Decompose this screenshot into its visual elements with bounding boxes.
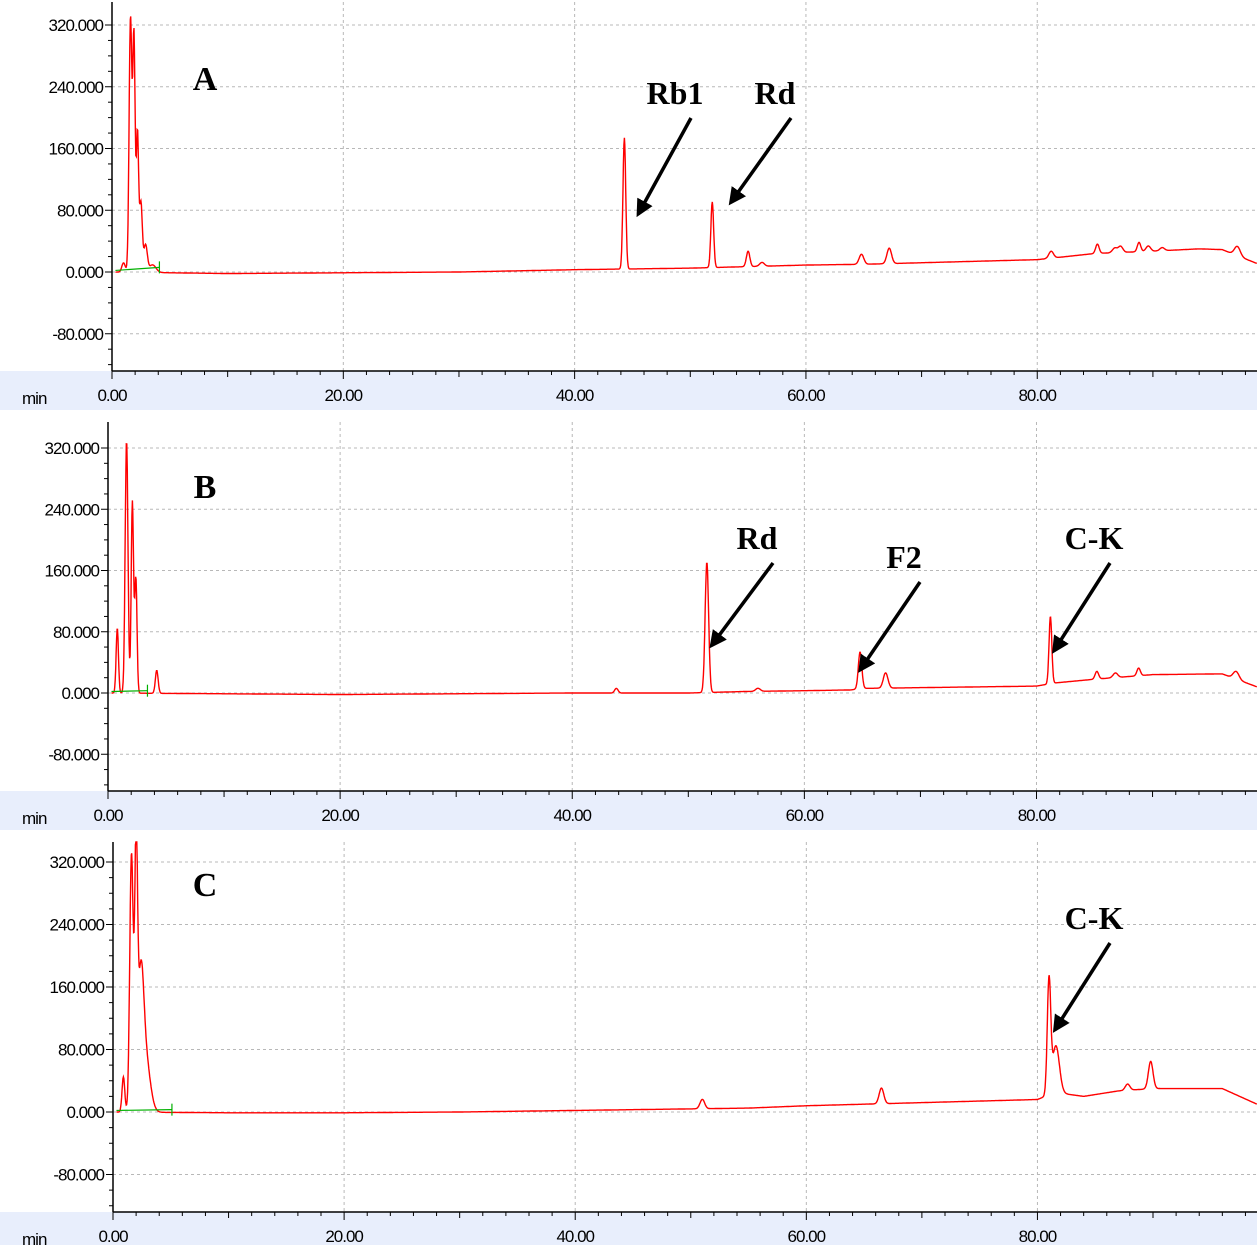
integration-baseline [111,690,148,693]
x-axis-band [0,791,1257,830]
x-axis-band [0,1212,1257,1245]
x-tick-label: 40.00 [556,1227,594,1245]
y-tick-label: 80.000 [58,1041,105,1060]
x-tick-label: 40.00 [556,386,594,405]
y-tick-label: 0.000 [65,263,103,282]
x-tick-label: 20.00 [325,1227,363,1245]
panel-letter: C [193,867,218,904]
y-axis-area [0,0,110,371]
gridlines [108,422,1257,791]
x-tick-label: 0.00 [97,386,127,405]
x-tick-label: 80.00 [1018,386,1056,405]
gridlines [113,842,1257,1212]
x-axis-band [0,371,1257,410]
peak-annotation-label: Rb1 [647,75,704,111]
y-tick-label: 320.000 [50,853,105,872]
x-tick-label: 60.00 [787,386,825,405]
peak-annotation-arrow [709,561,775,649]
y-tick-label: 0.000 [61,684,99,703]
peak-annotation-arrow [1052,942,1112,1033]
y-tick-label: 240.000 [50,916,105,935]
x-tick-label: 0.00 [98,1227,128,1245]
peak-annotation-arrow [636,117,693,218]
peak-annotation-arrow [728,116,793,206]
y-tick-label: -80.000 [48,745,99,764]
chart-panel-b: 320.000 240.000 160.000 80.000 0.000 -80.000 0… [0,420,1257,830]
x-tick-label: 60.00 [786,806,824,825]
x-unit-label: min [22,389,47,408]
chart-panel-a: 320.000 240.000 160.000 80.000 0.000 -80.000 0… [0,0,1257,410]
x-tick-label: 80.00 [1018,806,1056,825]
chromatogram-trace [111,443,1257,696]
peak-annotation-label: C-K [1065,900,1124,936]
peak-annotation-label: C-K [1065,520,1124,556]
chromatogram-trace [115,16,1257,275]
y-tick-label: 0.000 [66,1103,104,1122]
y-tick-label: -80.000 [53,1166,104,1185]
x-unit-label: min [22,809,47,828]
gridlines [112,2,1257,371]
y-tick-label: 320.000 [45,439,100,458]
integration-baseline [116,1109,172,1112]
peak-annotation-arrow [1052,562,1112,654]
chart-panel-c: 320.000 240.000 160.000 80.000 0.000 -80.000 0… [0,840,1257,1245]
panel-letter: A [193,61,218,98]
y-tick-label: -80.000 [52,325,103,344]
y-tick-label: 240.000 [45,500,100,519]
peak-annotation-arrow [858,581,922,673]
peak-annotation-label: Rd [755,75,796,111]
peak-annotation-label: F2 [886,539,922,575]
x-tick-label: 80.00 [1019,1227,1057,1245]
y-tick-label: 80.000 [53,623,100,642]
integration-baseline [115,266,160,272]
chromatogram-trace [116,841,1257,1114]
y-tick-label: 320.000 [49,16,104,35]
y-axis-area [0,840,111,1212]
peak-annotation-label: Rd [737,520,778,556]
x-tick-label: 0.00 [93,806,123,825]
panel-letter: B [194,469,217,506]
y-tick-label: 240.000 [49,78,104,97]
x-unit-label: min [22,1230,47,1245]
x-tick-label: 20.00 [325,386,363,405]
y-tick-label: 80.000 [57,201,104,220]
y-tick-label: 160.000 [45,562,100,581]
y-axis-area [0,420,106,791]
x-tick-label: 40.00 [553,806,591,825]
x-tick-label: 20.00 [321,806,359,825]
y-tick-label: 160.000 [50,978,105,997]
y-tick-label: 160.000 [49,140,104,159]
x-tick-label: 60.00 [788,1227,826,1245]
